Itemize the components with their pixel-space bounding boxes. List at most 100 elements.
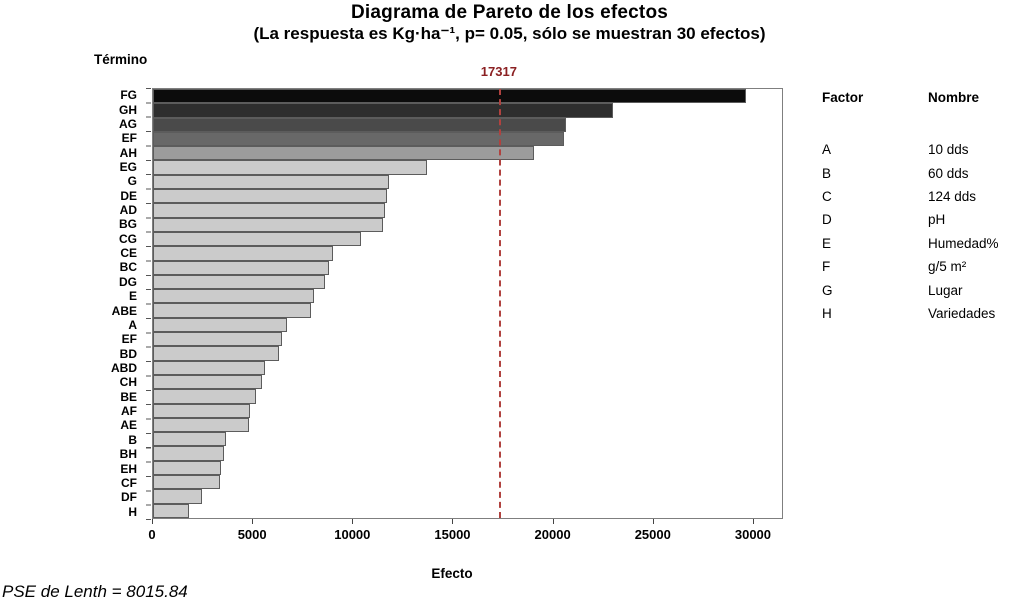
y-axis-label-AH: AH bbox=[119, 145, 137, 160]
bar-row bbox=[153, 260, 782, 275]
legend-factor-letter: A bbox=[822, 142, 832, 158]
bar-A bbox=[153, 317, 287, 333]
bar-row bbox=[153, 160, 782, 175]
x-tick-label: 10000 bbox=[334, 527, 371, 542]
bar-FG bbox=[153, 89, 747, 104]
bar-row bbox=[153, 503, 782, 518]
bar-row bbox=[153, 231, 782, 247]
legend-factor-name: Lugar bbox=[928, 282, 963, 298]
bar-row bbox=[153, 346, 782, 361]
y-axis-label-CF: CF bbox=[121, 475, 137, 490]
x-axis: 0 5000 10000 15000 20000 25000 30000 bbox=[148, 519, 783, 559]
bar-G bbox=[153, 174, 389, 190]
y-axis-label-BH: BH bbox=[119, 447, 137, 462]
x-tick-label: 25000 bbox=[634, 527, 671, 542]
bar-row bbox=[153, 374, 782, 390]
legend-factor-letter: G bbox=[822, 282, 833, 298]
bar-row bbox=[153, 432, 782, 447]
y-axis-label-CE: CE bbox=[120, 246, 137, 261]
y-axis-label-EF: EF bbox=[121, 131, 137, 146]
plot-area bbox=[152, 88, 783, 519]
bar-row bbox=[153, 131, 782, 147]
y-axis-label-BD: BD bbox=[119, 346, 137, 361]
y-axis-label-A: A bbox=[128, 317, 137, 332]
x-axis-title: Efecto bbox=[431, 566, 473, 581]
legend-factor-name: Humedad% bbox=[928, 235, 999, 251]
reference-line-value-label: 17317 bbox=[480, 64, 517, 79]
y-axis-label-CG: CG bbox=[119, 231, 137, 246]
x-tick-mark bbox=[752, 519, 754, 524]
bar-row bbox=[153, 146, 782, 161]
x-tick-label: 5000 bbox=[237, 527, 267, 542]
y-axis-label-G: G bbox=[127, 174, 137, 189]
bar-row bbox=[153, 217, 782, 232]
legend-factor-name: 60 dds bbox=[928, 165, 969, 181]
legend-factor-letter: H bbox=[822, 305, 832, 321]
chart-subtitle: (La respuesta es Kg·ha⁻¹, p= 0.05, sólo … bbox=[253, 24, 766, 43]
legend-factor-name: 124 dds bbox=[928, 188, 977, 204]
pse-lenth-note: PSE de Lenth = 8015.84 bbox=[2, 582, 188, 601]
bar-GH bbox=[153, 103, 614, 118]
bar-BC bbox=[153, 260, 329, 275]
bar-row bbox=[153, 289, 782, 304]
bar-CE bbox=[153, 246, 333, 261]
bar-H bbox=[153, 503, 189, 518]
y-axis-label-EF: EF bbox=[121, 332, 137, 347]
y-axis-label-E: E bbox=[128, 289, 137, 304]
legend-factor-name: pH bbox=[928, 212, 946, 228]
bars-container bbox=[153, 89, 782, 518]
bar-EH bbox=[153, 460, 221, 476]
bar-AH bbox=[153, 146, 535, 161]
bar-row bbox=[153, 489, 782, 504]
bar-row bbox=[153, 417, 782, 433]
y-axis-label-BC: BC bbox=[119, 260, 137, 275]
legend-factor-letter: F bbox=[822, 259, 831, 275]
legend-header-factor: Factor bbox=[822, 90, 864, 105]
legend-factor-name: g/5 m² bbox=[928, 259, 967, 275]
y-axis-label-AD: AD bbox=[119, 203, 137, 218]
bar-row bbox=[153, 360, 782, 375]
bar-AG bbox=[153, 117, 567, 132]
y-axis-label-H: H bbox=[128, 504, 137, 519]
bar-row bbox=[153, 317, 782, 333]
bar-EG bbox=[153, 160, 427, 175]
legend-header: Factor Nombre bbox=[822, 90, 1012, 105]
bar-row bbox=[153, 332, 782, 347]
legend-factor-letter: D bbox=[822, 212, 832, 228]
bar-row bbox=[153, 403, 782, 418]
bar-BH bbox=[153, 446, 224, 461]
bar-row bbox=[153, 189, 782, 204]
legend-row-A: A 10 dds bbox=[822, 138, 1012, 161]
bar-ABE bbox=[153, 303, 311, 318]
y-axis-label-B: B bbox=[128, 432, 137, 447]
chart-title: Diagrama de Pareto de los efectos bbox=[350, 2, 669, 23]
bar-row bbox=[153, 274, 782, 290]
bar-EF bbox=[153, 332, 282, 347]
legend-row-C: C 124 dds bbox=[822, 185, 1012, 208]
bar-CG bbox=[153, 231, 361, 247]
legend-factor-letter: E bbox=[822, 235, 832, 251]
y-axis-label-EG: EG bbox=[119, 159, 137, 174]
x-tick-mark bbox=[152, 519, 153, 524]
y-axis-title: Término bbox=[94, 52, 148, 67]
bar-AD bbox=[153, 203, 385, 218]
bar-row bbox=[153, 203, 782, 218]
bar-BD bbox=[153, 346, 279, 361]
y-axis-label-GH: GH bbox=[119, 102, 137, 117]
bar-DF bbox=[153, 489, 202, 504]
bar-EF bbox=[153, 131, 565, 147]
y-axis-label-ABD: ABD bbox=[111, 361, 137, 375]
x-tick-mark bbox=[552, 519, 554, 524]
x-tick-mark bbox=[452, 519, 454, 524]
bar-row bbox=[153, 303, 782, 318]
x-tick-mark bbox=[352, 519, 354, 524]
y-axis-label-DE: DE bbox=[120, 188, 137, 203]
legend-factor-name: Variedades bbox=[928, 305, 996, 321]
reference-label-strip: 17317 bbox=[152, 64, 783, 82]
y-axis-label-ABE: ABE bbox=[111, 303, 137, 318]
y-axis-ticks bbox=[146, 88, 151, 520]
